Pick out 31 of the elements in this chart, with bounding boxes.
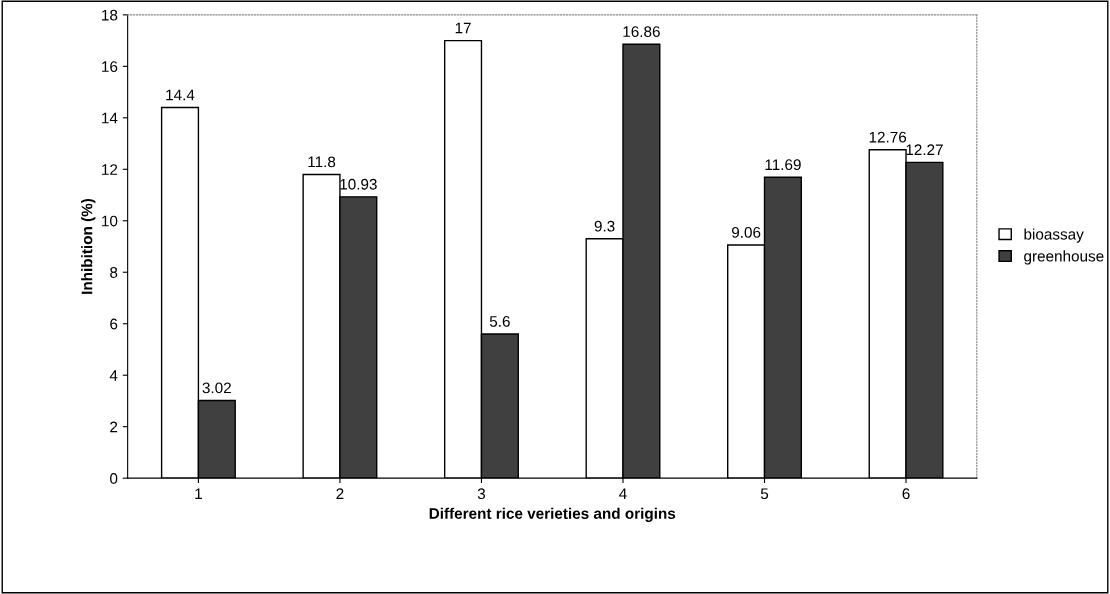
data-label: 12.76 bbox=[869, 131, 907, 143]
x-tick-label: 4 bbox=[619, 488, 627, 499]
data-label: 17 bbox=[455, 22, 471, 34]
data-label: 14.4 bbox=[166, 89, 195, 101]
data-label: 11.8 bbox=[308, 156, 336, 168]
y-tick-label: 12 bbox=[102, 164, 118, 175]
y-tick-label: 10 bbox=[102, 215, 118, 227]
y-axis-title: Inhibition (%) bbox=[81, 198, 96, 294]
x-tick-label: 5 bbox=[760, 488, 769, 500]
y-tick-label: 18 bbox=[102, 9, 118, 21]
data-label: 16.86 bbox=[623, 26, 660, 38]
x-tick-label: 6 bbox=[902, 488, 910, 500]
data-label: 12.27 bbox=[906, 144, 943, 155]
y-tick-label: 0 bbox=[110, 473, 118, 484]
x-tick-label: 3 bbox=[477, 488, 486, 500]
y-tick-label: 4 bbox=[109, 370, 118, 381]
data-label: 9.06 bbox=[731, 226, 761, 238]
y-tick-label: 8 bbox=[110, 267, 118, 278]
y-tick-label: 14 bbox=[102, 112, 118, 124]
x-tick-label: 1 bbox=[195, 488, 202, 499]
x-tick-label: 2 bbox=[336, 488, 344, 499]
y-tick-label: 6 bbox=[110, 318, 118, 330]
legend-label: greenhouse bbox=[1024, 250, 1104, 265]
data-label: 9.3 bbox=[594, 220, 615, 232]
data-label: 11.69 bbox=[765, 159, 801, 171]
y-tick-label: 16 bbox=[102, 61, 118, 73]
legend-label: bioassay bbox=[1024, 228, 1084, 243]
data-label: 3.02 bbox=[202, 382, 231, 394]
y-tick-label: 2 bbox=[110, 421, 118, 433]
data-label: 5.6 bbox=[489, 316, 510, 327]
x-axis-title: Different rice verieties and origins bbox=[429, 507, 676, 522]
